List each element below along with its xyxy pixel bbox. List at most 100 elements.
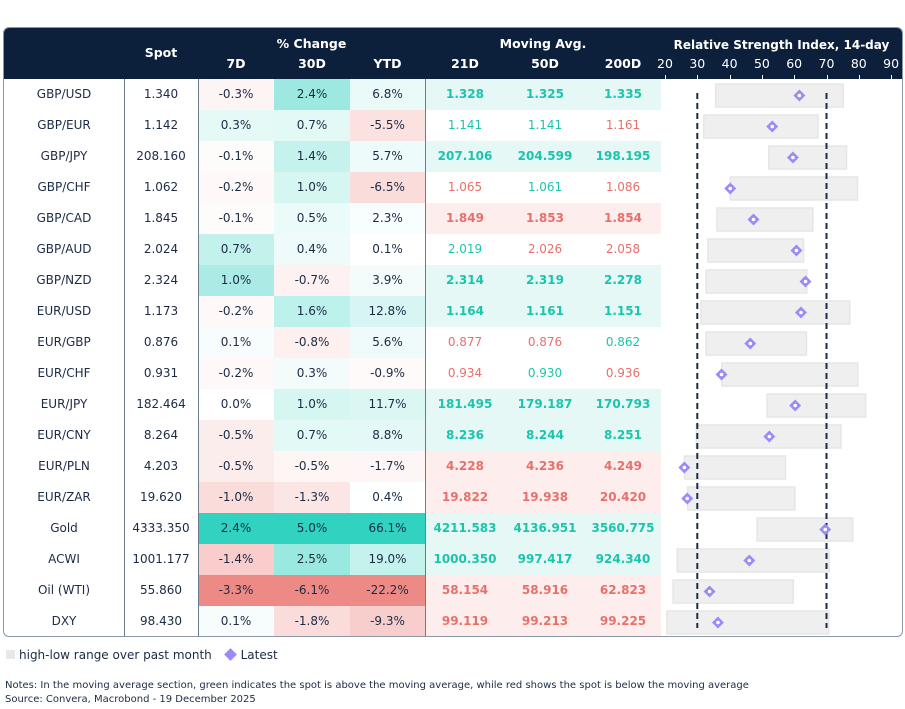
moving-avg-cell: 4.249 — [585, 451, 661, 482]
rsi-marker-center — [799, 310, 803, 315]
pct-change-cell: 8.8% — [350, 420, 425, 451]
rsi-tick-label: 40 — [721, 56, 738, 71]
pct-change-cell: -1.4% — [198, 544, 274, 575]
pct-change-cell: 0.7% — [198, 234, 274, 265]
pct-change-cell: -3.3% — [198, 575, 274, 606]
spot-value: 182.464 — [136, 397, 186, 411]
spot-value: 1.173 — [143, 304, 179, 318]
rsi-marker-center — [793, 403, 797, 408]
table-row: GBP/NZD 2.324 1.0% -0.7% 3.9% 2.314 2.319 2.27… — [4, 265, 902, 296]
moving-avg-cell: 20.420 — [585, 482, 661, 513]
rsi-tick-label: 30 — [689, 56, 706, 71]
table-row: Oil (WTI) 55.860 -3.3% -6.1% -22.2% 58.154 58… — [4, 575, 902, 606]
rsi-tick-label: 80 — [850, 56, 867, 71]
moving-avg-cell: 19.822 — [425, 482, 505, 513]
header-pct-change: % Change — [276, 36, 347, 51]
moving-avg-cell: 1.853 — [505, 203, 585, 234]
moving-avg-cell: 1.065 — [425, 172, 505, 203]
moving-avg-cell: 99.119 — [425, 606, 505, 636]
header-200d: 200D — [604, 56, 642, 71]
rsi-marker-center — [770, 124, 775, 129]
pct-change-cell: 66.1% — [350, 513, 425, 544]
rsi-marker-center — [716, 620, 720, 625]
rsi-range-bar — [686, 486, 796, 511]
pair-label: EUR/ZAR — [37, 490, 91, 504]
pct-change-cell: -0.5% — [198, 451, 274, 482]
range-swatch-icon — [6, 650, 15, 659]
pct-change-cell: 12.8% — [350, 296, 425, 327]
moving-avg-cell: 99.213 — [505, 606, 585, 636]
moving-avg-cell: 4211.583 — [425, 513, 505, 544]
moving-avg-cell: 0.934 — [425, 358, 505, 389]
pct-change-cell: 2.5% — [274, 544, 350, 575]
rsi-range-bar — [703, 114, 819, 139]
rsi-tick-mark — [761, 75, 763, 79]
table-row: EUR/CNY 8.264 -0.5% 0.7% 8.8% 8.236 8.244 8.25… — [4, 420, 902, 451]
spot-value: 55.860 — [140, 583, 182, 597]
pct-change-cell: -22.2% — [350, 575, 425, 606]
pct-change-cell: -0.5% — [198, 420, 274, 451]
moving-avg-cell: 204.599 — [505, 141, 585, 172]
moving-avg-cell: 2.019 — [425, 234, 505, 265]
pct-change-cell: -1.7% — [350, 451, 425, 482]
pct-change-cell: 1.0% — [274, 172, 350, 203]
moving-avg-cell: 19.938 — [505, 482, 585, 513]
rsi-marker-center — [751, 217, 756, 222]
header-ytd: YTD — [373, 56, 402, 71]
spot-value: 8.264 — [143, 428, 179, 442]
moving-avg-cell: 0.930 — [505, 358, 585, 389]
rsi-tick-label: 70 — [818, 56, 835, 71]
moving-avg-cell: 4136.951 — [505, 513, 585, 544]
pct-change-cell: 0.5% — [274, 203, 350, 234]
spot-value: 1.845 — [143, 211, 179, 225]
moving-avg-cell: 2.319 — [505, 265, 585, 296]
rsi-range-bar — [721, 362, 859, 387]
pct-change-cell: 0.0% — [198, 389, 274, 420]
moving-avg-cell: 170.793 — [585, 389, 661, 420]
moving-avg-cell: 4.236 — [505, 451, 585, 482]
rsi-tick-mark — [794, 75, 796, 79]
rsi-marker-center — [797, 93, 802, 98]
moving-avg-cell: 1.151 — [585, 296, 661, 327]
rsi-marker-center — [747, 558, 752, 563]
rsi-marker-center — [794, 248, 799, 253]
rsi-chart — [666, 83, 867, 635]
pct-change-cell: 0.3% — [198, 110, 274, 141]
spot-value: 0.876 — [143, 335, 179, 349]
header-7d: 7D — [226, 56, 246, 71]
pct-change-cell: 1.4% — [274, 141, 350, 172]
table-row: EUR/USD 1.173 -0.2% 1.6% 12.8% 1.164 1.161 1.1… — [4, 296, 902, 327]
pct-change-cell: 0.3% — [274, 358, 350, 389]
rsi-marker-center — [803, 279, 808, 284]
moving-avg-cell: 2.278 — [585, 265, 661, 296]
spot-value: 2.024 — [143, 242, 179, 256]
rsi-range-bar — [756, 517, 854, 542]
rsi-tick-mark — [665, 75, 666, 79]
pct-change-cell: -1.0% — [198, 482, 274, 513]
pct-change-cell: -0.2% — [198, 296, 274, 327]
moving-avg-cell: 1.161 — [585, 110, 661, 141]
table-row: EUR/PLN 4.203 -0.5% -0.5% -1.7% 4.228 4.236 4.… — [4, 451, 902, 482]
pct-change-cell: 1.6% — [274, 296, 350, 327]
pct-change-cell: 19.0% — [350, 544, 425, 575]
pair-label: Gold — [50, 521, 78, 535]
pair-label: EUR/CNY — [37, 428, 91, 442]
pair-label: GBP/CHF — [37, 180, 91, 194]
rsi-marker-center — [682, 465, 687, 470]
pct-change-cell: -0.2% — [198, 172, 274, 203]
table-header: Spot % Change Moving Avg. 7D 30D YTD 21D… — [4, 28, 902, 79]
moving-avg-cell: 62.823 — [585, 575, 661, 606]
pair-label: ACWI — [48, 552, 80, 566]
moving-avg-cell: 2.026 — [505, 234, 585, 265]
moving-avg-cell: 1.325 — [505, 79, 585, 110]
rsi-marker-center — [791, 155, 795, 160]
moving-avg-cell: 1.328 — [425, 79, 505, 110]
table-row: GBP/CHF 1.062 -0.2% 1.0% -6.5% 1.065 1.061 1.0… — [4, 172, 902, 203]
rsi-marker-center — [728, 186, 733, 191]
moving-avg-cell: 1.854 — [585, 203, 661, 234]
pct-change-cell: 5.0% — [274, 513, 350, 544]
pct-change-cell: 5.6% — [350, 327, 425, 358]
moving-avg-cell: 3560.775 — [585, 513, 661, 544]
table-row: EUR/ZAR 19.620 -1.0% -1.3% 0.4% 19.822 19.938… — [4, 482, 902, 513]
spot-value: 1001.177 — [132, 552, 190, 566]
